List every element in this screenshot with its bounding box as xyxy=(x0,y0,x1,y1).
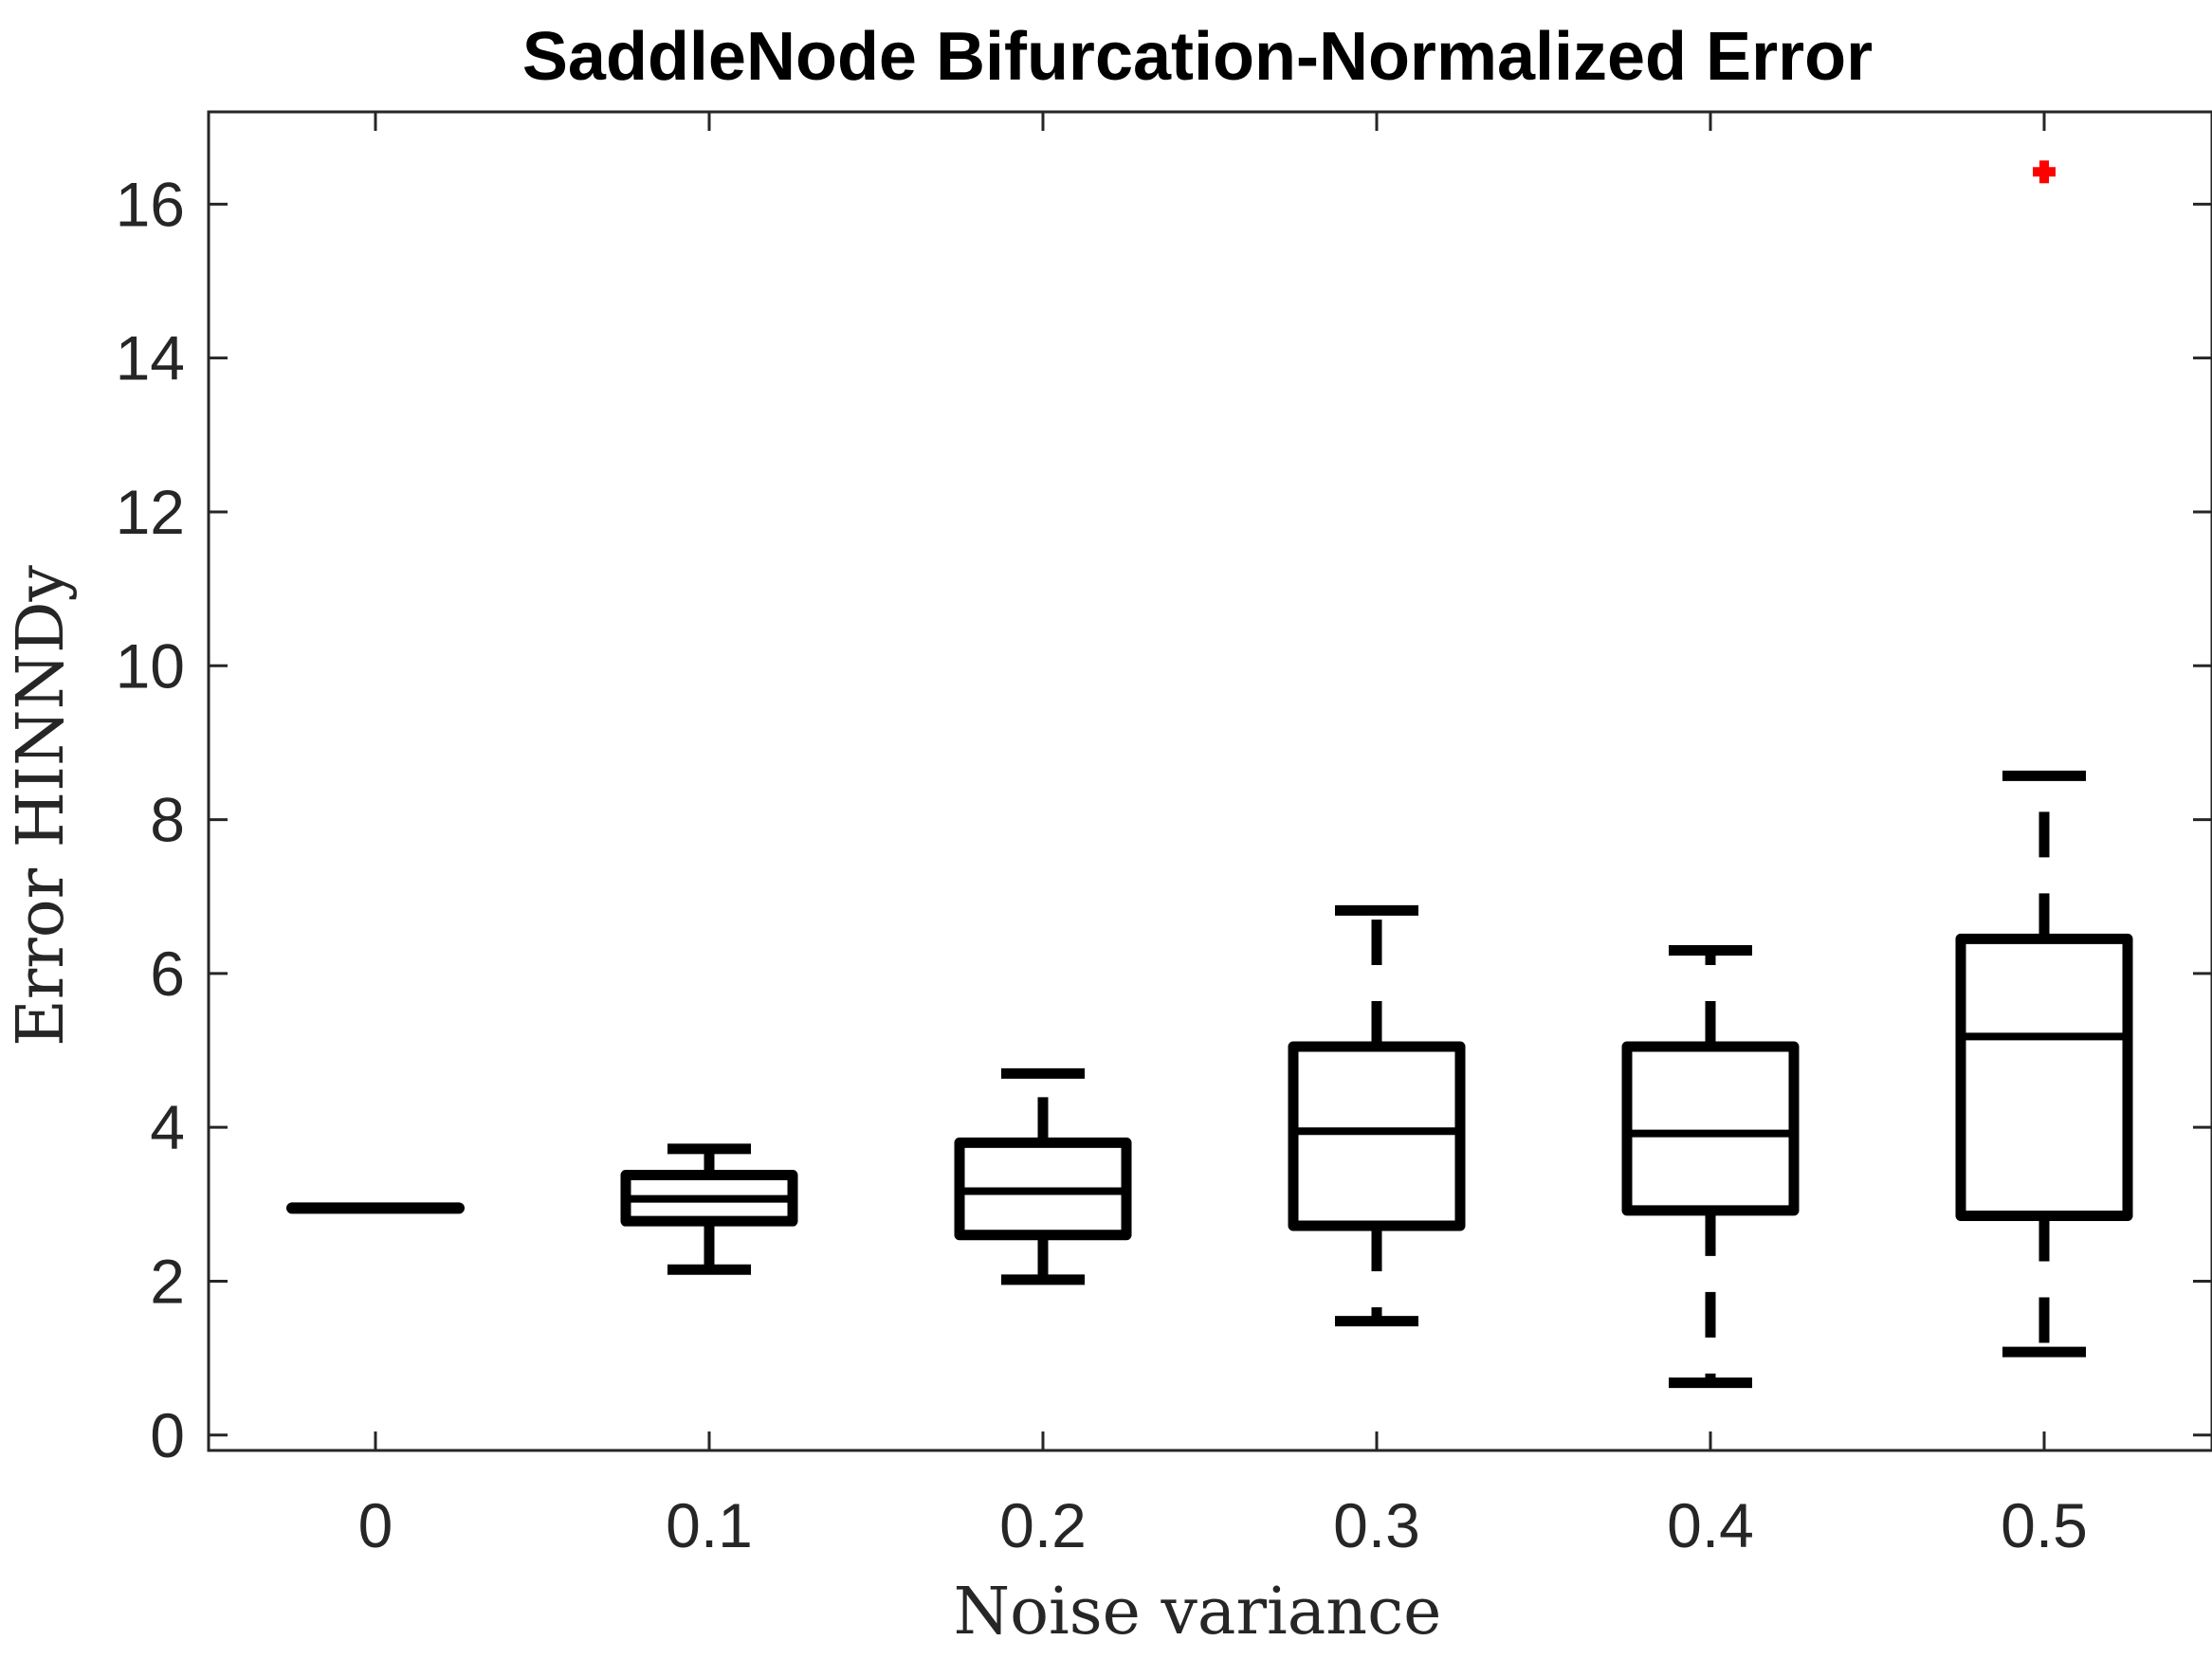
x-tick-label: 0.2 xyxy=(999,1490,1087,1560)
plot-area-frame xyxy=(207,110,2212,1452)
box-0_3 xyxy=(1288,904,1466,1327)
y-tick-label: 6 xyxy=(150,939,185,1009)
y-tick-label: 16 xyxy=(116,169,185,239)
x-tick-label: 0.1 xyxy=(666,1490,753,1560)
box-0_5 xyxy=(1955,160,2133,1358)
x-axis: 0 0.1 0.2 0.3 0.4 0.5 xyxy=(358,112,2088,1560)
box-0_2 xyxy=(954,1067,1132,1285)
y-axis-label: Error HINNDy xyxy=(4,565,79,1047)
y-axis: 0 2 4 6 8 10 12 14 16 xyxy=(116,169,2212,1470)
outlier-marker xyxy=(2033,160,2056,184)
box-iqr xyxy=(1621,1041,1800,1216)
y-tick-label: 0 xyxy=(150,1400,185,1470)
x-axis-label: Noise variance xyxy=(954,1575,1442,1650)
chart-title: SaddleNode Bifurcation-Normalized Error xyxy=(522,19,1873,95)
y-tick-label: 12 xyxy=(116,477,185,547)
y-tick-label: 4 xyxy=(150,1092,185,1162)
x-tick-label: 0.5 xyxy=(2001,1490,2088,1560)
x-tick-label: 0.4 xyxy=(1667,1490,1754,1560)
y-tick-label: 14 xyxy=(116,323,185,393)
box-series xyxy=(286,160,2133,1389)
box-0_4 xyxy=(1621,945,1800,1389)
box-iqr xyxy=(1955,933,2133,1221)
y-tick-label: 8 xyxy=(150,785,185,855)
x-tick-label: 0 xyxy=(358,1490,393,1560)
x-tick-label: 0.3 xyxy=(1333,1490,1420,1560)
y-tick-label: 10 xyxy=(116,630,185,701)
box-0_1 xyxy=(620,1143,798,1275)
y-tick-label: 2 xyxy=(150,1246,185,1316)
box-iqr xyxy=(1288,1041,1466,1231)
